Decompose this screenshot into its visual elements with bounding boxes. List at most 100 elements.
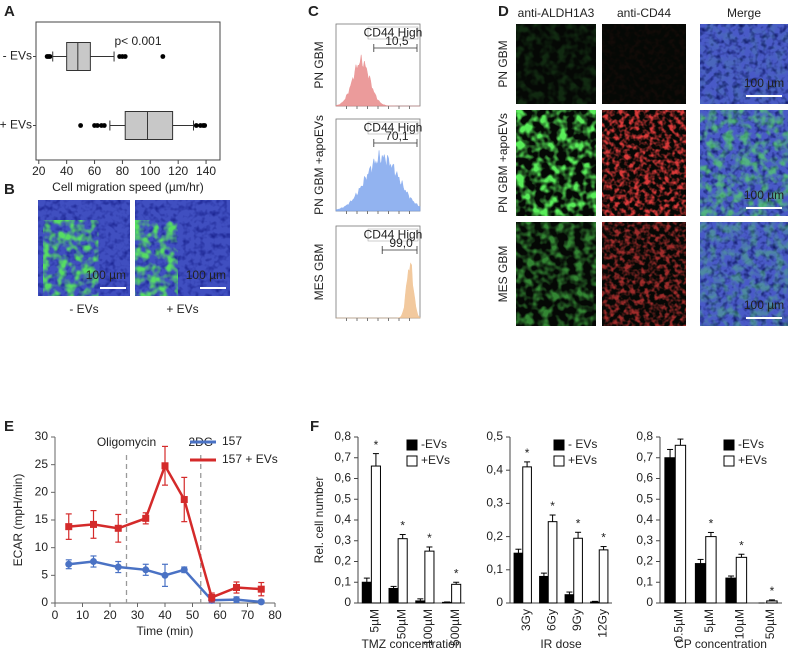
marker: [180, 496, 188, 504]
outlier: [193, 123, 199, 128]
marker: [233, 596, 240, 604]
y-tick-label: 0,8: [334, 429, 351, 443]
marker: [142, 566, 150, 574]
y-tick-label: 10: [35, 540, 49, 554]
annotation: p< 0.001: [114, 34, 161, 48]
significance-mark: *: [374, 438, 379, 452]
gate-percent: 99,0: [389, 236, 413, 250]
y-tick-label: 0,4: [334, 512, 351, 526]
marker: [114, 524, 122, 532]
legend-label: +EVs: [568, 453, 597, 467]
legend-label: +EVs: [421, 453, 450, 467]
scale-bar-label: 100 µm: [186, 268, 226, 282]
significance-mark: *: [427, 531, 432, 545]
x-tick-label: 50: [186, 608, 200, 622]
marker: [90, 558, 97, 565]
panel-label: D: [498, 3, 509, 20]
significance-mark: *: [601, 531, 606, 545]
gate-label: CD44 High: [364, 26, 423, 40]
row-label: PN GBM +apoEVs: [312, 115, 326, 215]
row-label: PN GBM +apoEVs: [496, 113, 510, 213]
y-tick-label: 30: [35, 429, 49, 443]
outlier: [47, 54, 53, 59]
bar: [664, 457, 676, 604]
significance-mark: *: [400, 519, 405, 533]
x-tick-label: 50µM: [763, 609, 777, 639]
y-tick-label: 0,1: [636, 574, 653, 588]
outlier: [122, 54, 128, 59]
y-tick-label: 0,8: [636, 429, 653, 443]
x-tick-label: 80: [268, 608, 282, 622]
scale-bar-label: 100 µm: [744, 298, 784, 312]
box: [66, 42, 91, 71]
gate-box: [367, 121, 419, 135]
micrograph-green: [43, 220, 99, 296]
y-tick-label: 0,6: [334, 471, 351, 485]
bar: [522, 466, 532, 604]
outlier: [94, 123, 100, 128]
marker: [161, 571, 169, 579]
marker: [257, 585, 265, 593]
y-tick-label: 0,5: [334, 491, 351, 505]
x-tick-label: 100: [140, 164, 160, 178]
panel-label: F: [310, 418, 319, 435]
bar: [674, 444, 687, 604]
y-tick-label: 0,2: [636, 554, 653, 568]
gate-label: CD44 High: [364, 121, 423, 135]
legend-label: +EVs: [738, 453, 767, 467]
x-axis-label: IR dose: [540, 637, 582, 651]
y-tick-label: 0,3: [486, 496, 503, 510]
image-caption: + EVs: [166, 302, 198, 316]
y-axis-label: Rel. cell number: [312, 477, 326, 564]
micrograph-green: [516, 24, 596, 104]
legend-label: -EVs: [421, 437, 447, 451]
marker: [65, 560, 73, 568]
micrograph-green: [135, 220, 178, 296]
legend-label: -EVs: [738, 437, 764, 451]
bar: [573, 537, 583, 604]
x-tick-label: 60: [88, 164, 102, 178]
significance-mark: *: [550, 499, 555, 513]
row-label: PN GBM: [312, 41, 326, 88]
x-tick-label: 10µM: [732, 609, 746, 639]
significance-mark: *: [739, 538, 744, 552]
x-tick-label: 140: [196, 164, 216, 178]
image-caption: - EVs: [69, 302, 98, 316]
bar: [766, 600, 778, 604]
bar: [370, 465, 381, 604]
x-tick-label: 40: [60, 164, 74, 178]
legend-label: 157 + EVs: [222, 452, 278, 466]
y-tick-label: 25: [35, 457, 49, 471]
x-axis-label: Time (min): [137, 624, 194, 638]
legend-label: - EVs: [568, 437, 597, 451]
x-tick-label: 0.5µM: [671, 609, 685, 643]
marker: [65, 523, 73, 531]
micrograph-green: [700, 110, 788, 216]
bar: [598, 549, 609, 604]
bar: [694, 563, 707, 604]
histogram-shape: [336, 262, 421, 319]
x-tick-label: 500µM: [448, 609, 462, 646]
bar: [451, 583, 462, 604]
bar: [415, 600, 426, 604]
legend-swatch: [406, 455, 418, 467]
x-tick-label: 5µM: [702, 609, 716, 633]
significance-mark: *: [709, 517, 714, 531]
significance-mark: *: [770, 584, 775, 598]
y-tick-label: 0,7: [636, 450, 653, 464]
x-tick-label: 20: [103, 608, 117, 622]
x-tick-label: 30: [131, 608, 145, 622]
legend-swatch: [406, 439, 418, 451]
gate-percent: 70,1: [385, 129, 409, 143]
bar: [547, 521, 558, 604]
panel-label: B: [4, 181, 15, 198]
scale-bar-label: 100 µm: [86, 268, 126, 282]
significance-mark: *: [576, 516, 581, 530]
significance-mark: *: [454, 566, 459, 580]
x-tick-label: 0: [52, 608, 59, 622]
legend-swatch: [553, 439, 565, 451]
micrograph-red: [602, 24, 686, 104]
marker: [114, 563, 122, 571]
y-tick-label: 0,6: [636, 471, 653, 485]
gate-box: [367, 228, 419, 242]
